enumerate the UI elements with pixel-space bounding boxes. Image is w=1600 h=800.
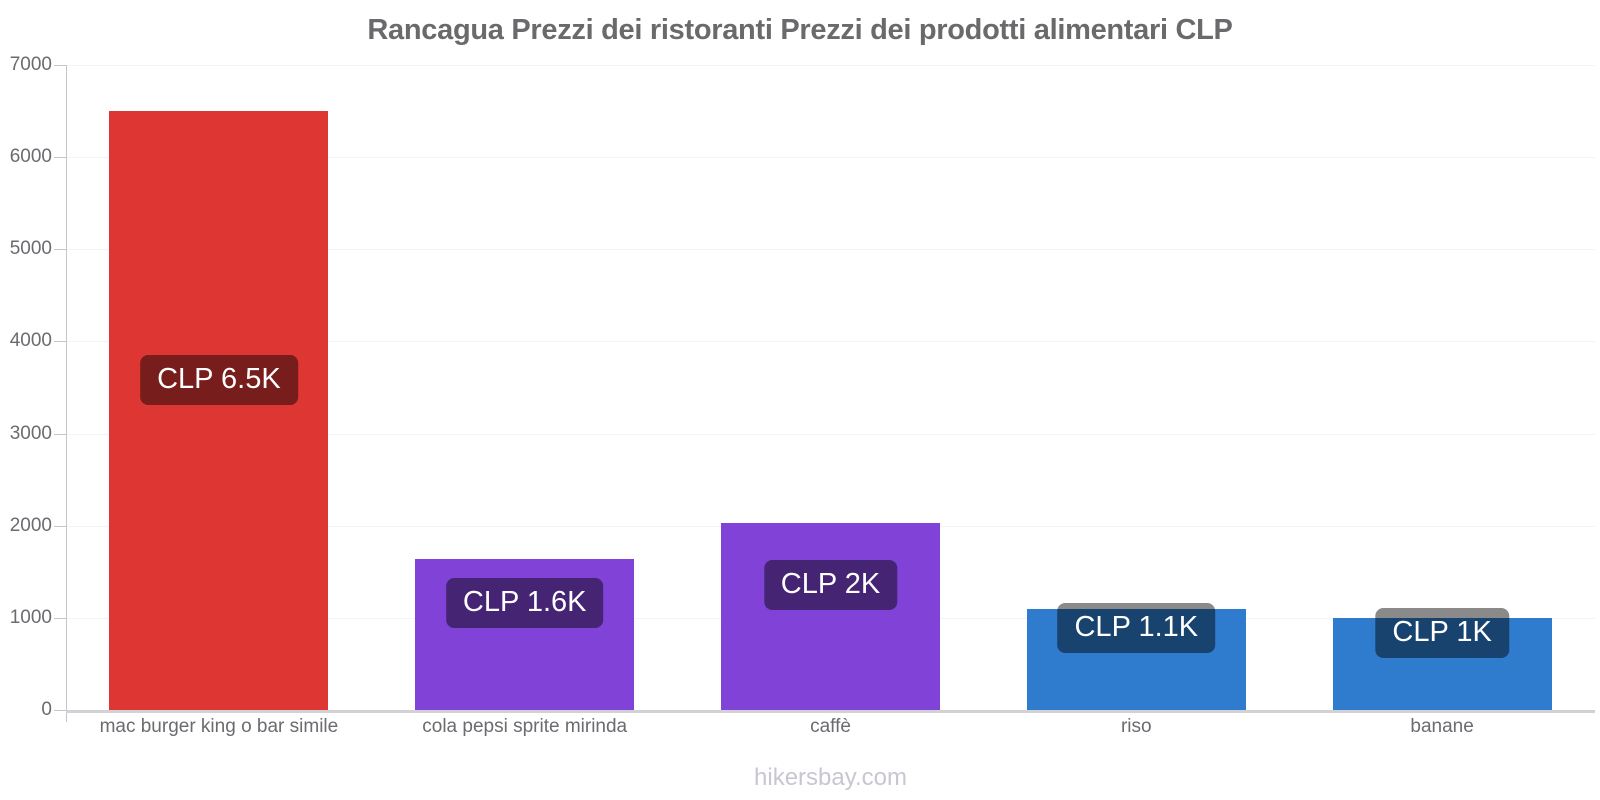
y-axis-tick-mark [54, 710, 66, 711]
x-axis-label-riso: riso [1120, 716, 1152, 737]
y-axis-tick-mark [54, 249, 66, 251]
y-axis-tick-label: 1000 [9, 606, 52, 628]
x-axis-label-banane: banane [1410, 716, 1474, 737]
y-axis-tick-label: 0 [41, 699, 52, 720]
x-axis-label-mac-burger-king-o-bar-simile: mac burger king o bar simile [99, 716, 339, 737]
y-axis-tick-label: 6000 [9, 146, 52, 168]
y-axis-tick-mark [54, 157, 66, 159]
bar-value-badge-banane: CLP 1K [1375, 607, 1509, 658]
gridline-7000 [66, 65, 1595, 66]
bar-mac-burger-king-o-bar-simile: CLP 6.5K [109, 111, 329, 710]
x-axis-label-cola-pepsi-sprite-mirinda: cola pepsi sprite mirinda [422, 716, 628, 737]
bar-value-badge-cola-pepsi-sprite-mirinda: CLP 1.6K [445, 577, 604, 628]
x-axis-line [66, 710, 1595, 713]
bar-cola-pepsi-sprite-mirinda: CLP 1.6K [415, 558, 635, 710]
y-axis-tick-label: 3000 [9, 422, 52, 444]
y-axis-tick-mark [54, 617, 66, 619]
y-axis-tick-mark [54, 433, 66, 435]
bar-caff-: CLP 2K [721, 522, 940, 710]
y-axis-line [66, 65, 67, 722]
bar-value-badge-caff-: CLP 2K [763, 559, 898, 610]
y-axis-tick-label: 5000 [9, 238, 52, 260]
y-axis-tick-mark [54, 65, 66, 66]
y-axis-tick-label: 7000 [9, 54, 52, 75]
gridline-3000 [66, 433, 1595, 435]
bar-riso: CLP 1.1K [1026, 602, 1246, 710]
gridline-6000 [66, 157, 1595, 159]
y-axis-tick-label: 4000 [9, 330, 52, 352]
bar-value-badge-mac-burger-king-o-bar-simile: CLP 6.5K [140, 355, 298, 405]
y-axis-tick-label: 2000 [9, 514, 52, 536]
gridline-4000 [66, 341, 1595, 343]
chart-title: Rancagua Prezzi dei ristoranti Prezzi de… [367, 14, 1233, 46]
y-axis-tick-mark [54, 525, 66, 527]
gridline-5000 [66, 249, 1595, 251]
footer-watermark: hikersbay.com [754, 764, 907, 791]
y-axis-tick-mark [54, 341, 66, 343]
bar-value-badge-riso: CLP 1.1K [1057, 602, 1216, 653]
bar-banane: CLP 1K [1332, 607, 1552, 710]
x-axis-label-caff-: caffè [810, 716, 851, 737]
